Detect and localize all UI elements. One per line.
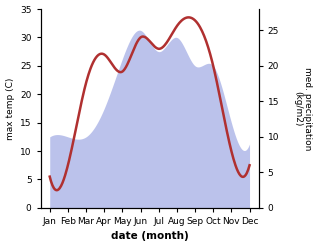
Y-axis label: max temp (C): max temp (C) [5,77,15,140]
X-axis label: date (month): date (month) [111,231,189,242]
Y-axis label: med. precipitation
(kg/m2): med. precipitation (kg/m2) [293,67,313,150]
